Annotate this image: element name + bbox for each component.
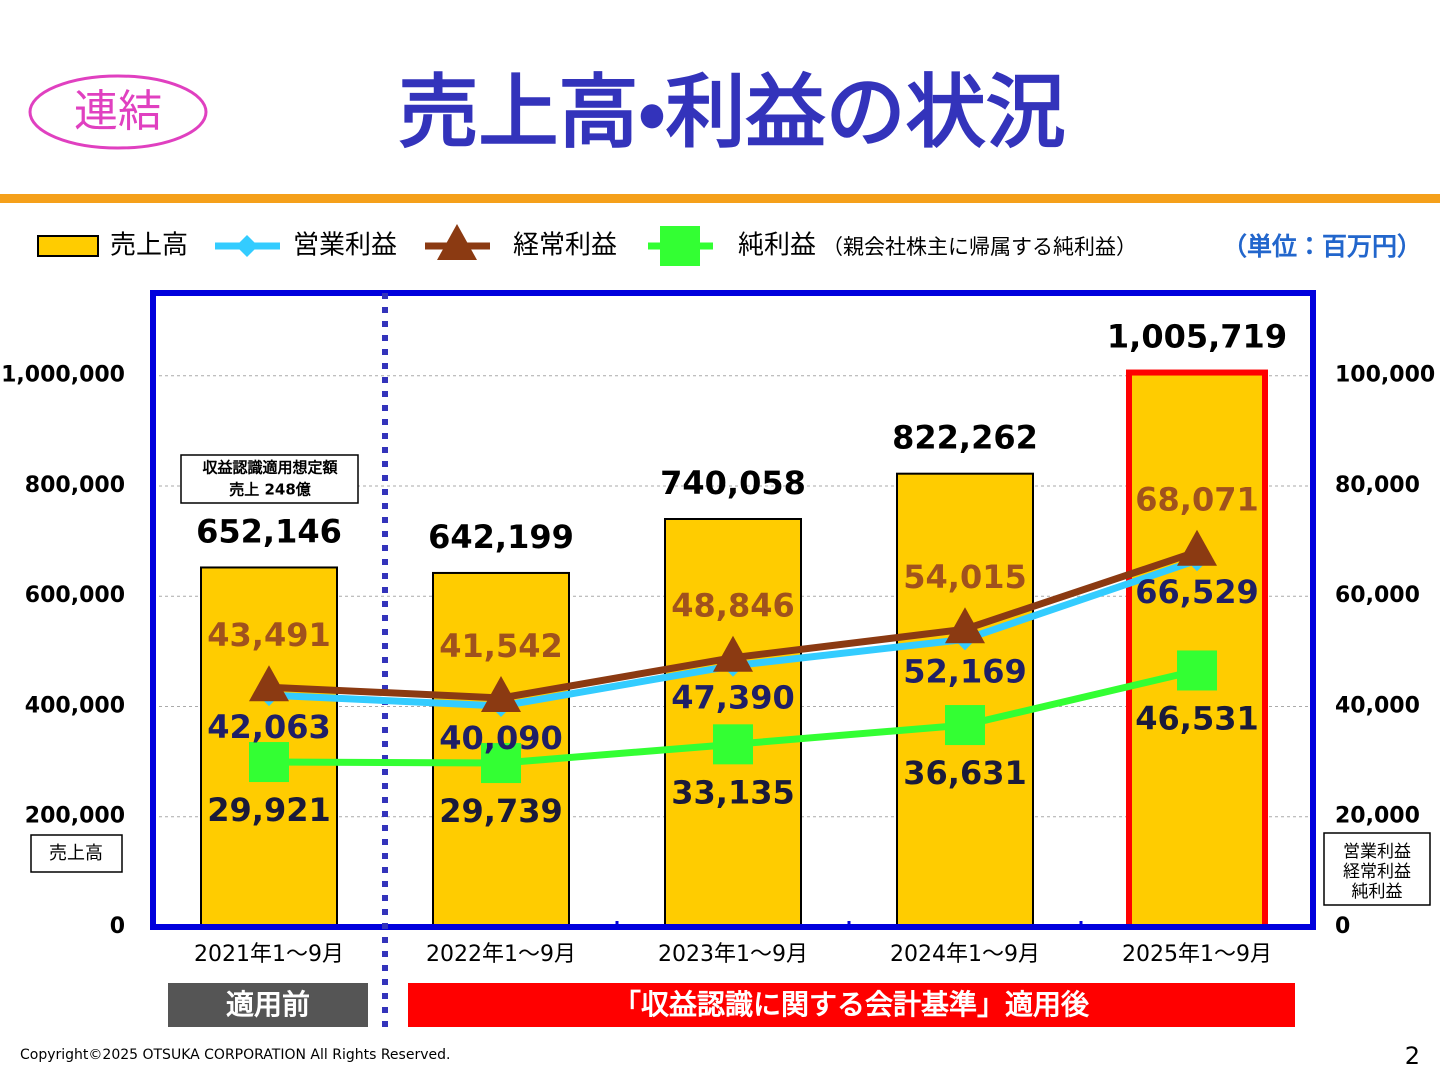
marker xyxy=(1177,529,1217,566)
legend-swatch xyxy=(37,235,99,257)
bar-value-label: 1,005,719 xyxy=(1107,318,1287,356)
y2-tick-label: 40,000 xyxy=(1335,693,1420,718)
y-tick-label: 200,000 xyxy=(25,804,125,829)
bar xyxy=(1126,369,1268,931)
line-value-label: 54,015 xyxy=(903,558,1026,596)
marker xyxy=(481,675,521,712)
line-value-label: 41,542 xyxy=(439,627,562,665)
y2-label-box xyxy=(1323,832,1431,906)
annotation-text: 売上 248億 xyxy=(229,481,311,499)
line-value-label: 40,090 xyxy=(439,719,562,757)
bar-value-label: 642,199 xyxy=(428,518,574,556)
legend-note: （親会社株主に帰属する純利益） xyxy=(822,235,1137,259)
badge-ellipse xyxy=(28,74,208,150)
y-tick-label: 600,000 xyxy=(25,583,125,608)
legend-label: 経常利益 xyxy=(513,231,617,261)
y-label: 売上高 xyxy=(49,843,103,864)
line-value-label: 52,169 xyxy=(903,652,1026,690)
bar xyxy=(664,518,802,928)
page-number: 2 xyxy=(1405,1042,1420,1070)
y2-label: 純利益 xyxy=(1352,882,1403,902)
title: 売上高・利益の状況 xyxy=(398,66,1065,159)
line-value-label: 46,531 xyxy=(1135,699,1258,737)
unit-label: （単位：百万円） xyxy=(1222,232,1422,261)
x-tick-label: 2025年1～9月 xyxy=(1122,942,1272,967)
line-value-label: 29,921 xyxy=(207,791,330,829)
bar-value-label: 822,262 xyxy=(892,419,1038,457)
marker xyxy=(713,724,753,765)
marker xyxy=(945,607,985,644)
y-tick-label: 1,000,000 xyxy=(1,363,125,388)
line-value-label: 33,135 xyxy=(671,773,794,811)
y2-label: 営業利益 xyxy=(1343,842,1411,862)
y-label-box xyxy=(30,834,123,873)
marker xyxy=(249,742,289,783)
marker xyxy=(249,665,289,702)
y2-tick-label: 60,000 xyxy=(1335,583,1420,608)
bar xyxy=(896,472,1034,928)
period-box-before xyxy=(168,983,368,1027)
y-tick-label: 800,000 xyxy=(25,473,125,498)
legend-label: 純利益 xyxy=(738,231,816,261)
y2-tick-label: 100,000 xyxy=(1335,363,1435,388)
line-value-label: 43,491 xyxy=(207,616,330,654)
copyright: Copyright©2025 OTSUKA CORPORATION All Ri… xyxy=(20,1047,450,1063)
line-value-label: 29,739 xyxy=(439,792,562,830)
marker xyxy=(481,743,521,784)
period-label: 適用前 xyxy=(226,988,310,1021)
title-rule xyxy=(0,194,1440,203)
x-tick-label: 2023年1～9月 xyxy=(658,942,808,967)
x-tick-label: 2021年1～9月 xyxy=(194,942,344,967)
line-value-label: 66,529 xyxy=(1135,573,1258,611)
marker xyxy=(660,226,700,266)
y-tick-label: 0 xyxy=(110,914,125,939)
x-tick-label: 2022年1～9月 xyxy=(426,942,576,967)
y2-tick-label: 80,000 xyxy=(1335,473,1420,498)
line-value-label: 68,071 xyxy=(1135,481,1258,519)
y2-tick-label: 0 xyxy=(1335,914,1350,939)
period-label: 「収益認識に関する会計基準」適用後 xyxy=(613,988,1090,1021)
annotation-text: 収益認識適用想定額 xyxy=(202,459,338,477)
legend-label: 売上高 xyxy=(110,231,188,261)
legend-label: 営業利益 xyxy=(293,231,397,261)
bar-value-label: 652,146 xyxy=(196,512,342,550)
marker xyxy=(437,224,477,260)
line-value-label: 47,390 xyxy=(671,679,794,717)
y-tick-label: 400,000 xyxy=(25,693,125,718)
plot-frame xyxy=(150,290,1316,930)
line-value-label: 36,631 xyxy=(903,754,1026,792)
marker xyxy=(1177,650,1217,691)
marker xyxy=(713,635,753,672)
badge: 連結 xyxy=(74,86,162,137)
line-value-label: 42,063 xyxy=(207,708,330,746)
line-value-label: 48,846 xyxy=(671,587,794,625)
y2-label: 経常利益 xyxy=(1343,862,1411,882)
bar-value-label: 740,058 xyxy=(660,464,806,502)
x-tick-label: 2024年1～9月 xyxy=(890,942,1040,967)
period-box-after xyxy=(408,983,1295,1027)
annotation-box xyxy=(180,454,359,504)
marker xyxy=(236,235,258,257)
marker xyxy=(945,705,985,746)
y2-tick-label: 20,000 xyxy=(1335,804,1420,829)
chart: 0 200,000 400,000 600,000 800,000 1,000,000 0 2… xyxy=(1,224,1435,1030)
